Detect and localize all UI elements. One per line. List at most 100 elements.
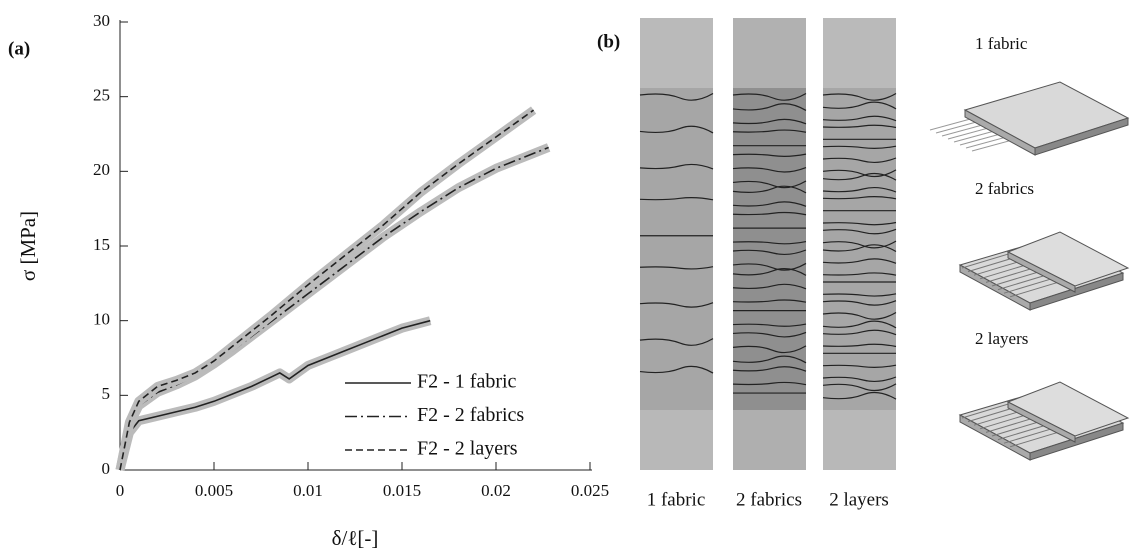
crack xyxy=(732,118,807,125)
crack xyxy=(822,244,897,253)
mesh xyxy=(961,401,1016,419)
mesh xyxy=(997,423,1052,441)
crack xyxy=(822,101,897,110)
crack xyxy=(732,249,807,256)
x-tick-label: 0.005 xyxy=(195,481,233,500)
specimen-label: 2 fabrics xyxy=(736,489,802,510)
x-tick-label: 0.025 xyxy=(571,481,609,500)
crack xyxy=(732,366,807,372)
plate-side xyxy=(1029,422,1124,461)
mesh xyxy=(1009,280,1064,298)
x-tick-label: 0.01 xyxy=(293,481,323,500)
crack xyxy=(822,300,897,306)
crack xyxy=(732,355,807,364)
x-tick-label: 0.02 xyxy=(481,481,511,500)
specimen-end xyxy=(823,18,896,88)
crack xyxy=(732,153,807,157)
x-tick-label: 0 xyxy=(116,481,125,500)
crack xyxy=(639,302,714,308)
mesh xyxy=(1003,426,1058,444)
specimen-end xyxy=(640,18,713,88)
diagrams: 1 fabric 2 fabrics 2 layers xyxy=(929,34,1130,461)
crack xyxy=(822,343,897,348)
crack xyxy=(732,180,807,189)
mesh xyxy=(997,273,1052,291)
series-line xyxy=(119,319,431,471)
crack xyxy=(822,383,897,392)
specimen-photos: 1 fabric 2 fabrics 2 layers xyxy=(639,18,897,510)
crack xyxy=(822,272,897,276)
y-tick-label: 30 xyxy=(93,11,110,30)
y-tick-label: 10 xyxy=(93,310,110,329)
plate-top xyxy=(963,81,1130,149)
crack xyxy=(822,145,897,149)
plate-side xyxy=(1007,251,1076,293)
legend-label: F2 - 2 fabrics xyxy=(417,404,524,426)
specimen-photo xyxy=(733,18,806,470)
y-tick-label: 25 xyxy=(93,86,110,105)
legend-label: F2 - 2 layers xyxy=(417,438,518,460)
x-axis-label: δ/ℓ[-] xyxy=(332,526,379,550)
plate-side xyxy=(1029,272,1124,311)
crack xyxy=(732,201,807,207)
crack xyxy=(822,258,897,264)
legend-label: F2 - 1 fabric xyxy=(417,371,517,393)
specimen-end xyxy=(823,410,896,470)
crack xyxy=(732,103,807,111)
crack xyxy=(822,172,897,181)
crack xyxy=(822,186,897,193)
crack xyxy=(639,92,714,101)
crack xyxy=(732,211,807,216)
specimen-end xyxy=(733,410,806,470)
crack xyxy=(732,166,807,173)
crack xyxy=(822,391,897,400)
crack xyxy=(639,197,714,201)
crack xyxy=(822,320,897,329)
crack xyxy=(732,381,807,386)
crack xyxy=(732,92,807,101)
crack xyxy=(822,169,897,178)
mesh xyxy=(1009,430,1064,448)
crack xyxy=(639,125,714,134)
mesh xyxy=(961,251,1016,269)
specimen-label: 1 fabric xyxy=(647,489,706,510)
diagram-label: 1 fabric xyxy=(975,34,1028,53)
series-line xyxy=(119,109,535,471)
crack xyxy=(639,365,714,374)
y-tick-label: 15 xyxy=(93,235,110,254)
crack xyxy=(732,240,807,245)
crack xyxy=(732,185,807,194)
scatter-band xyxy=(115,316,432,472)
crack xyxy=(822,157,897,164)
panel-label: (b) xyxy=(597,31,620,52)
crack xyxy=(732,129,807,133)
crack xyxy=(822,115,897,122)
plate-side xyxy=(1034,117,1129,156)
crack xyxy=(732,262,807,271)
specimen-label: 2 layers xyxy=(829,489,889,510)
crack xyxy=(822,311,897,320)
panel-label: (a) xyxy=(8,38,30,59)
crack xyxy=(822,221,897,226)
crack xyxy=(822,364,897,368)
crack xyxy=(732,283,807,290)
diagram-label: 2 fabrics xyxy=(975,179,1034,198)
x-tick-label: 0.015 xyxy=(383,481,421,500)
crack xyxy=(639,266,714,270)
y-tick-label: 0 xyxy=(102,459,111,478)
crack xyxy=(822,293,897,297)
crack xyxy=(822,240,897,249)
diagram-label: 2 layers xyxy=(975,329,1028,348)
crack xyxy=(822,228,897,235)
y-tick-label: 20 xyxy=(93,160,110,179)
y-tick-label: 5 xyxy=(102,384,111,403)
crack xyxy=(822,329,897,336)
specimen-photo xyxy=(640,18,713,470)
crack xyxy=(822,196,897,200)
y-axis-label: σ [MPa] xyxy=(16,211,40,281)
crack xyxy=(639,163,714,170)
crack xyxy=(822,376,897,383)
specimen-end xyxy=(733,18,806,88)
crack xyxy=(822,124,897,129)
